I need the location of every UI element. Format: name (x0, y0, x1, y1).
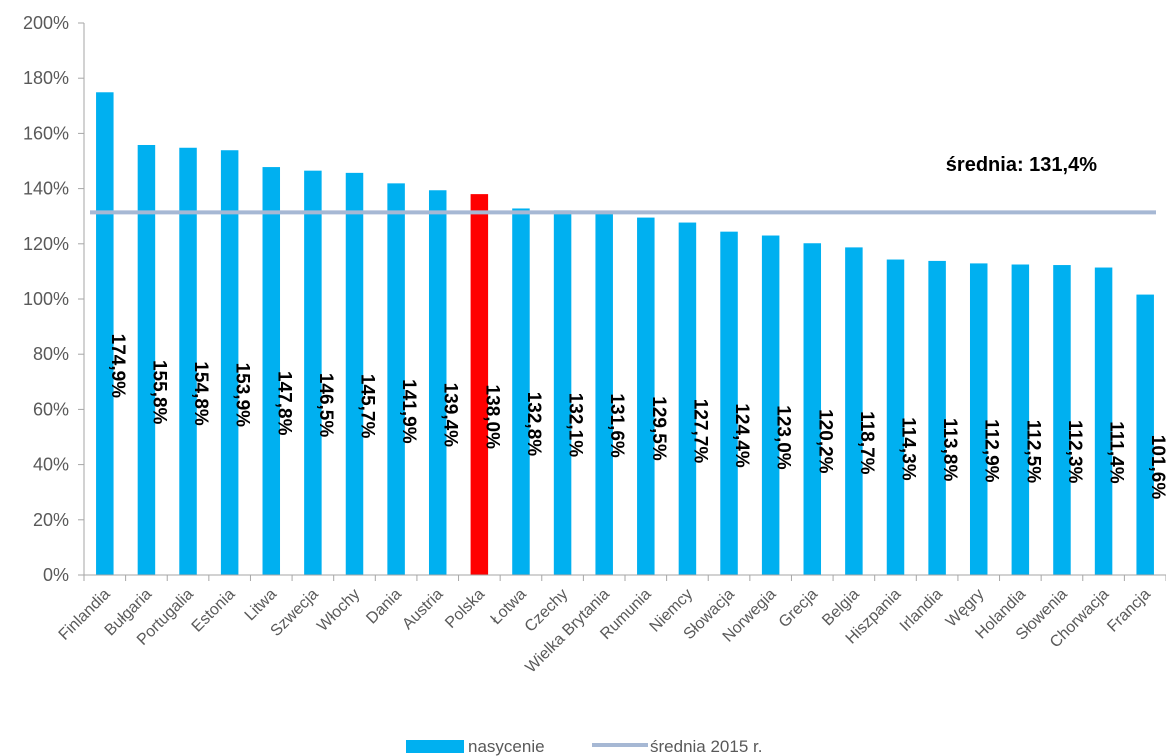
data-label: 132,1% (565, 393, 586, 458)
bar-Wielka Brytania (595, 211, 613, 575)
y-tick-label: 180% (23, 68, 69, 88)
y-tick-label: 20% (33, 510, 69, 530)
legend-label-line: średnia 2015 r. (650, 737, 762, 756)
y-axis: 0% 20% 40% 60% 80% 100% 120% 140% 160% 180% 200% (23, 13, 85, 585)
bar-Słowenia (1053, 265, 1071, 575)
bar-Słowacja (720, 231, 738, 575)
data-label: 112,5% (1022, 420, 1043, 483)
data-label: 124,4% (731, 403, 752, 468)
x-tick-label: Polska (442, 586, 488, 632)
bar-Bułgaria (137, 144, 156, 575)
data-label: 111,4% (1106, 421, 1127, 483)
data-label: 129,5% (648, 396, 669, 461)
x-tick-label: Irlandia (897, 586, 946, 635)
data-label: 155,8% (148, 360, 169, 425)
bar-Grecja (803, 243, 822, 576)
bar-Niemcy (678, 222, 697, 575)
bar-Czechy (553, 210, 572, 576)
y-tick-label: 140% (23, 179, 69, 199)
x-tick-label: Estonia (189, 586, 239, 636)
data-label: 141,9% (398, 379, 419, 444)
bar-Polska (470, 194, 489, 575)
bar-Dania (387, 183, 405, 575)
y-tick-label: 80% (33, 344, 69, 364)
data-label: 114,3% (898, 417, 919, 480)
data-label: 101,6% (1147, 435, 1166, 500)
bar-Francja (1136, 294, 1154, 575)
average-annotation: średnia: 131,4% (946, 154, 1097, 176)
data-label: 113,8% (939, 418, 960, 481)
y-tick-label: 200% (23, 13, 69, 33)
data-label: 131,6% (606, 393, 627, 458)
bar-Belgia (845, 247, 863, 575)
data-label: 146,5% (315, 373, 336, 438)
bar-Chorwacja (1094, 267, 1113, 575)
data-label: 147,8% (273, 371, 294, 436)
x-tick-label: Austria (399, 586, 446, 633)
y-tick-label: 100% (23, 289, 69, 309)
data-label: 120,2% (814, 409, 835, 474)
data-label: 112,3% (1064, 420, 1085, 483)
data-label: 123,0% (773, 405, 794, 470)
legend-label-bars: nasycenie (468, 737, 545, 756)
bar-Włochy (345, 172, 364, 576)
y-tick-label: 60% (33, 399, 69, 419)
bar-Hiszpania (886, 259, 905, 575)
bar-Portugalia (179, 147, 197, 575)
data-label: 174,9% (107, 334, 128, 399)
legend-swatch-bars (406, 740, 464, 753)
y-tick-label: 120% (23, 234, 69, 254)
bar-Norwegia (761, 235, 780, 575)
bar-Austria (428, 190, 447, 576)
bar-Holandia (1011, 264, 1030, 575)
data-label: 138,0% (481, 385, 502, 450)
bar-Węgry (969, 263, 988, 575)
data-label: 145,7% (357, 374, 378, 439)
x-tick-label: Grecja (776, 586, 821, 631)
data-label: 154,8% (190, 361, 211, 426)
x-tick-label: Francja (1104, 586, 1154, 636)
bar-Irlandia (928, 260, 946, 575)
y-tick-label: 160% (23, 123, 69, 143)
x-tick-label: Włochy (314, 586, 363, 635)
bar-Estonia (220, 150, 239, 575)
x-tick-label: Litwa (242, 586, 281, 625)
data-labels-group: 174,9% 155,8% 154,8% 153,9% 147,8% 146,5% 145,… (107, 334, 1166, 500)
x-tick-label: Finlandia (56, 586, 114, 644)
bar-Łotwa (512, 208, 530, 576)
data-label: 132,8% (523, 392, 544, 457)
data-label: 153,9% (232, 363, 253, 428)
y-tick-label: 40% (33, 455, 69, 475)
bar-Rumunia (637, 217, 655, 575)
bar-Litwa (262, 167, 281, 575)
y-tick-label: 0% (43, 565, 69, 585)
data-label: 127,7% (689, 399, 710, 464)
legend: nasycenie średnia 2015 r. (406, 737, 762, 756)
bar-Szwecja (304, 170, 322, 575)
data-label: 112,9% (981, 419, 1002, 482)
data-label: 118,7% (856, 411, 877, 474)
data-label: 139,4% (440, 383, 461, 448)
